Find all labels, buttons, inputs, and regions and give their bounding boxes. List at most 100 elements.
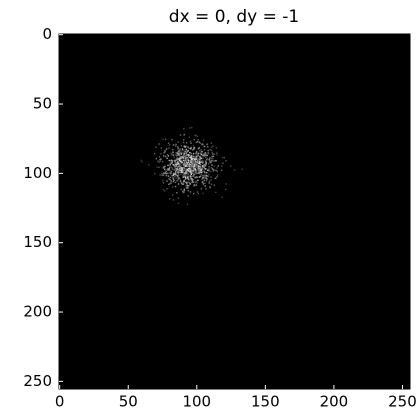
speckle-pixel — [183, 167, 185, 169]
speckle-pixel — [171, 194, 174, 196]
speckle-pixel — [190, 152, 192, 155]
speckle-pixel — [241, 168, 243, 170]
speckle-pixel — [185, 145, 187, 147]
speckle-pixel — [216, 152, 218, 154]
speckle-pixel — [187, 161, 190, 163]
speckle-pixel — [186, 154, 188, 156]
speckle-pixel — [216, 154, 218, 156]
image — [59, 34, 410, 389]
speckle-pixel — [158, 143, 160, 145]
speckle-pixel — [194, 157, 196, 159]
speckle-pixel — [222, 162, 224, 164]
speckle-pixel — [182, 149, 184, 151]
speckle-pixel — [186, 163, 188, 165]
speckle-pixel — [175, 152, 177, 154]
speckle-pixel — [162, 174, 165, 176]
speckle-pixel — [172, 144, 175, 146]
speckle-pixel — [183, 180, 185, 182]
speckle-pixel — [185, 151, 188, 153]
speckle-pixel — [177, 146, 179, 148]
speckle-pixel — [195, 169, 197, 171]
speckle-pixel — [171, 161, 173, 163]
speckle-pixel — [194, 159, 196, 161]
speckle-pixel — [184, 178, 187, 180]
speckle-pixel — [202, 166, 204, 169]
speckle-pixel — [168, 169, 171, 171]
speckle-pixel — [197, 148, 200, 150]
speckle-pixel — [165, 148, 168, 150]
speckle-pixel — [187, 181, 189, 183]
speckle-pixel — [193, 157, 195, 159]
speckle-pixel — [182, 139, 185, 141]
speckle-pixel — [178, 157, 180, 159]
speckle-pixel — [208, 158, 210, 161]
speckle-pixel — [215, 147, 218, 149]
speckle-pixel — [168, 167, 170, 170]
speckle-pixel — [170, 159, 173, 161]
speckle-pixel — [173, 166, 176, 168]
speckle-pixel — [208, 163, 210, 165]
speckle-pixel — [178, 148, 181, 151]
speckle-pixel — [171, 175, 173, 177]
speckle-pixel — [183, 192, 185, 194]
speckle-pixel — [187, 170, 190, 172]
speckle-pixel — [180, 181, 182, 184]
speckle-pixel — [187, 170, 189, 173]
speckle-pixel — [211, 155, 213, 158]
speckle-pixel — [179, 134, 182, 136]
speckle-pixel — [215, 177, 217, 179]
speckle-pixel — [172, 154, 175, 157]
speckle — [140, 126, 243, 205]
speckle-pixel — [179, 178, 181, 180]
speckle-pixel — [214, 160, 216, 162]
x-tick-label: 150 — [251, 393, 280, 411]
speckle-pixel — [162, 138, 164, 140]
speckle-pixel — [169, 160, 172, 162]
speckle-pixel — [167, 155, 170, 157]
speckle-pixel — [168, 147, 170, 149]
speckle-pixel — [193, 146, 195, 149]
speckle-pixel — [203, 170, 205, 172]
x-tick-label: 0 — [55, 393, 65, 411]
speckle-pixel — [191, 158, 193, 161]
speckle-pixel — [213, 184, 215, 186]
speckle-pixel — [173, 156, 175, 159]
speckle-pixel — [198, 141, 200, 143]
speckle-pixel — [201, 143, 203, 145]
speckle-pixel — [196, 168, 199, 170]
speckle-pixel — [182, 157, 184, 159]
speckle-pixel — [157, 160, 159, 162]
speckle-pixel — [177, 183, 180, 185]
speckle-pixel — [176, 168, 179, 170]
speckle-pixel — [200, 152, 203, 154]
speckle-pixel — [205, 160, 207, 162]
speckle-pixel — [172, 177, 174, 179]
speckle-pixel — [209, 170, 212, 173]
speckle-pixel — [182, 190, 184, 192]
speckle-pixel — [181, 155, 184, 158]
speckle-pixel — [175, 169, 178, 171]
speckle-pixel — [174, 175, 177, 177]
speckle-pixel — [180, 182, 183, 185]
speckle-pixel — [185, 153, 188, 155]
speckle-pixel — [174, 173, 176, 175]
speckle-pixel — [192, 160, 194, 162]
speckle-pixel — [186, 169, 189, 171]
speckle-pixel — [163, 166, 165, 168]
speckle-pixel — [189, 183, 191, 185]
x-tick-label: 50 — [119, 393, 138, 411]
speckle-pixel — [178, 150, 180, 152]
speckle-pixel — [166, 168, 168, 171]
speckle-pixel — [208, 182, 210, 184]
speckle-pixel — [164, 150, 166, 152]
speckle-pixel — [216, 175, 218, 178]
speckle-pixel — [208, 180, 211, 182]
speckle-pixel — [203, 155, 206, 157]
speckle-pixel — [209, 185, 211, 188]
speckle-pixel — [205, 162, 207, 165]
speckle-pixel — [183, 190, 186, 192]
speckle-pixel — [211, 151, 213, 153]
speckle-pixel — [163, 172, 165, 174]
speckle-pixel — [212, 153, 214, 155]
